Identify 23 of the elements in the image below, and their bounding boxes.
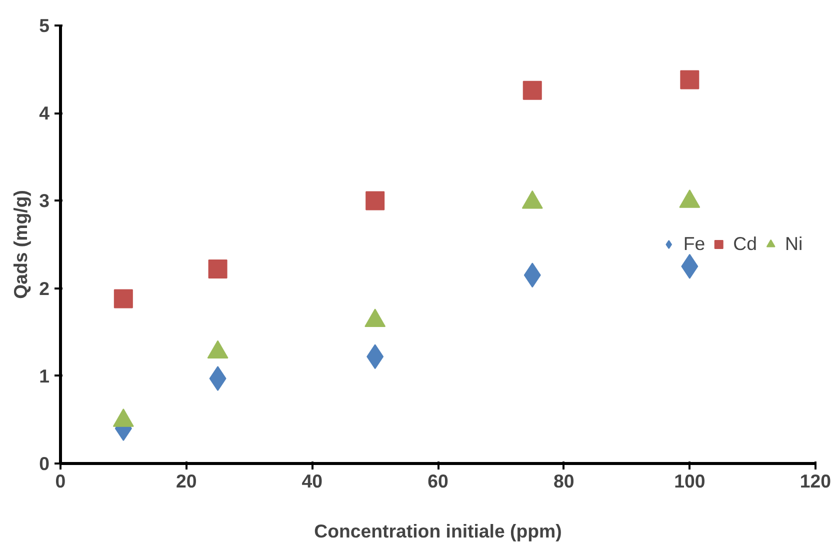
y-tick-label: 1 bbox=[39, 365, 50, 386]
point bbox=[208, 260, 228, 279]
y-tick-label: 0 bbox=[39, 453, 50, 474]
legend-label: Ni bbox=[785, 233, 804, 255]
x-tick-label: 20 bbox=[176, 470, 197, 492]
x-tick-label: 80 bbox=[553, 470, 574, 492]
legend-label: Cd bbox=[733, 233, 757, 255]
x-tick-label: 40 bbox=[302, 470, 323, 492]
x-tick-label: 100 bbox=[674, 470, 706, 492]
x-tick-label: 0 bbox=[55, 470, 66, 492]
legend-label: Fe bbox=[683, 233, 706, 255]
y-tick-label: 3 bbox=[39, 190, 50, 212]
x-axis-title: Concentration initiale (ppm) bbox=[314, 520, 562, 542]
y-axis-title: Qads (mg/g) bbox=[10, 190, 32, 299]
point bbox=[522, 80, 542, 100]
y-tick-label: 5 bbox=[39, 15, 50, 36]
point bbox=[366, 191, 385, 210]
x-tick-label: 60 bbox=[428, 470, 448, 492]
y-tick-label: 2 bbox=[39, 278, 50, 299]
point bbox=[114, 289, 133, 308]
x-tick-label: 120 bbox=[800, 470, 832, 492]
point bbox=[680, 70, 700, 90]
y-tick-label: 4 bbox=[39, 102, 50, 124]
